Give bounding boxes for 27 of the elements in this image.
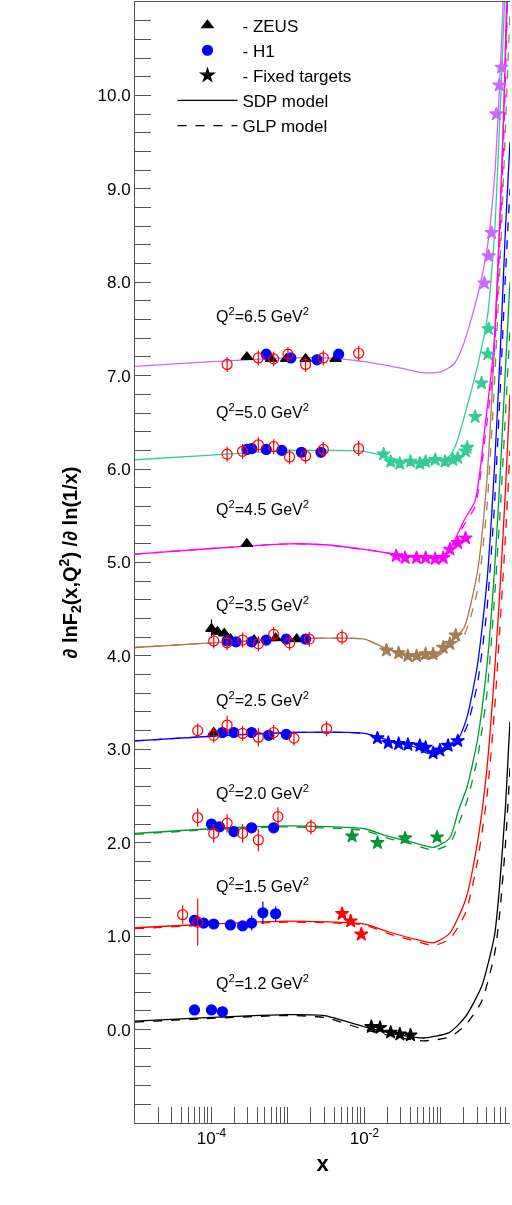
legend-label: - Fixed targets <box>242 66 352 86</box>
legend-label: - ZEUS <box>242 16 299 36</box>
legend-label: - H1 <box>242 41 275 61</box>
x-tick-label: 10$^{-2}$ <box>349 1126 380 1149</box>
y-tick-label: 5.0 <box>106 553 131 573</box>
legend-label: SDP model <box>242 92 329 112</box>
annotation: Q$^{2}$=4.5 GeV$^{2}$ <box>216 498 309 518</box>
y-tick-label: 6.0 <box>106 460 131 480</box>
x-axis-title: x <box>316 1151 330 1177</box>
annotation: Q$^{2}$=1.2 GeV$^{2}$ <box>216 972 309 992</box>
annotation: Q$^{2}$=1.5 GeV$^{2}$ <box>216 875 309 895</box>
y-tick-label: 2.0 <box>106 833 131 853</box>
annotation: Q$^{2}$=3.5 GeV$^{2}$ <box>216 594 309 614</box>
y-tick-label: 4.0 <box>106 646 131 666</box>
y-tick-label: 10.0 <box>97 86 131 106</box>
annotation: Q$^{2}$=6.5 GeV$^{2}$ <box>216 305 309 325</box>
y-tick-label: 1.0 <box>106 927 131 947</box>
y-tick-label: 3.0 <box>106 740 131 760</box>
y-tick-label: 9.0 <box>106 179 131 199</box>
x-tick-label: 10$^{-4}$ <box>196 1126 227 1149</box>
legend-label: GLP model <box>242 117 328 137</box>
y-tick-label: 8.0 <box>106 273 131 293</box>
annotation: Q$^{2}$=5.0 GeV$^{2}$ <box>216 401 309 421</box>
y-tick-label: 0.0 <box>106 1020 131 1040</box>
y-tick-label: 7.0 <box>106 366 131 386</box>
annotation: Q$^{2}$=2.0 GeV$^{2}$ <box>216 782 309 802</box>
annotation: Q$^{2}$=2.5 GeV$^{2}$ <box>216 689 309 709</box>
